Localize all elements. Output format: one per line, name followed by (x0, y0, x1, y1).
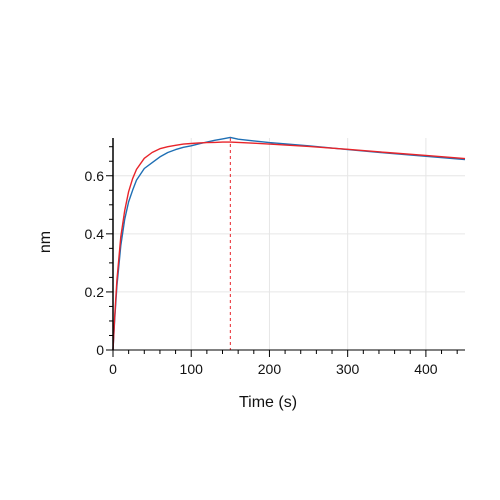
y-tick-label: 0 (96, 342, 104, 358)
x-tick-label: 100 (180, 361, 204, 377)
x-tick-label: 300 (336, 361, 360, 377)
y-tick-label: 0.4 (85, 226, 105, 242)
ticks: 0 100 200 300 400 0 0.2 0.4 0.6 (85, 146, 458, 377)
y-axis-title: nm (37, 231, 54, 253)
grid (113, 138, 465, 350)
x-tick-label: 0 (109, 361, 117, 377)
series-layer (112, 136, 466, 351)
x-tick-label: 400 (414, 361, 438, 377)
axes (112, 138, 465, 351)
vertical-markers (112, 138, 231, 350)
x-tick-label: 200 (258, 361, 282, 377)
y-tick-label: 0.2 (85, 284, 105, 300)
fit-curve (112, 141, 466, 351)
y-tick-label: 0.6 (85, 168, 105, 184)
measured-curve (112, 136, 466, 351)
x-axis-title: Time (s) (239, 394, 297, 411)
